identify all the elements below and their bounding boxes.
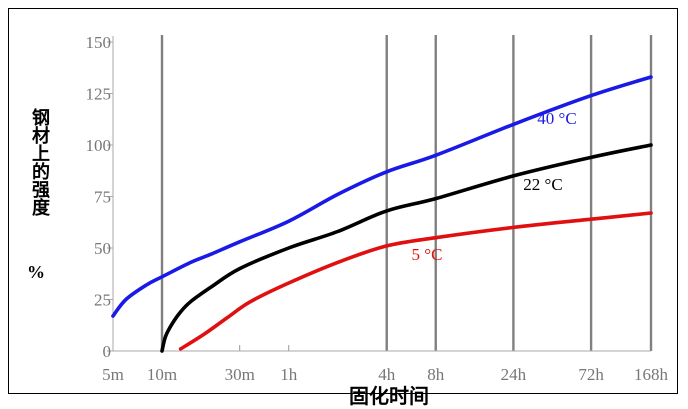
series-line-2 bbox=[181, 213, 651, 349]
series-line-1 bbox=[162, 145, 651, 351]
y-tick-label-25: 25 bbox=[94, 291, 111, 310]
series-label-1: 22 °C bbox=[523, 175, 562, 194]
y-tick-label-50: 50 bbox=[94, 239, 111, 258]
y-axis-unit: % bbox=[22, 262, 50, 283]
y-tick-label-150: 150 bbox=[86, 33, 112, 52]
y-tick-label-125: 125 bbox=[86, 85, 112, 104]
y-tick-label-75: 75 bbox=[94, 188, 111, 207]
y-tick-label-0: 0 bbox=[103, 342, 112, 361]
x-axis-label: 固化时间 bbox=[0, 380, 688, 409]
series-label-0: 40 °C bbox=[537, 109, 576, 128]
y-tick-label-100: 100 bbox=[86, 136, 112, 155]
series-label-2: 5 °C bbox=[412, 245, 443, 264]
y-axis-label: 钢材上的强度 bbox=[22, 108, 50, 216]
